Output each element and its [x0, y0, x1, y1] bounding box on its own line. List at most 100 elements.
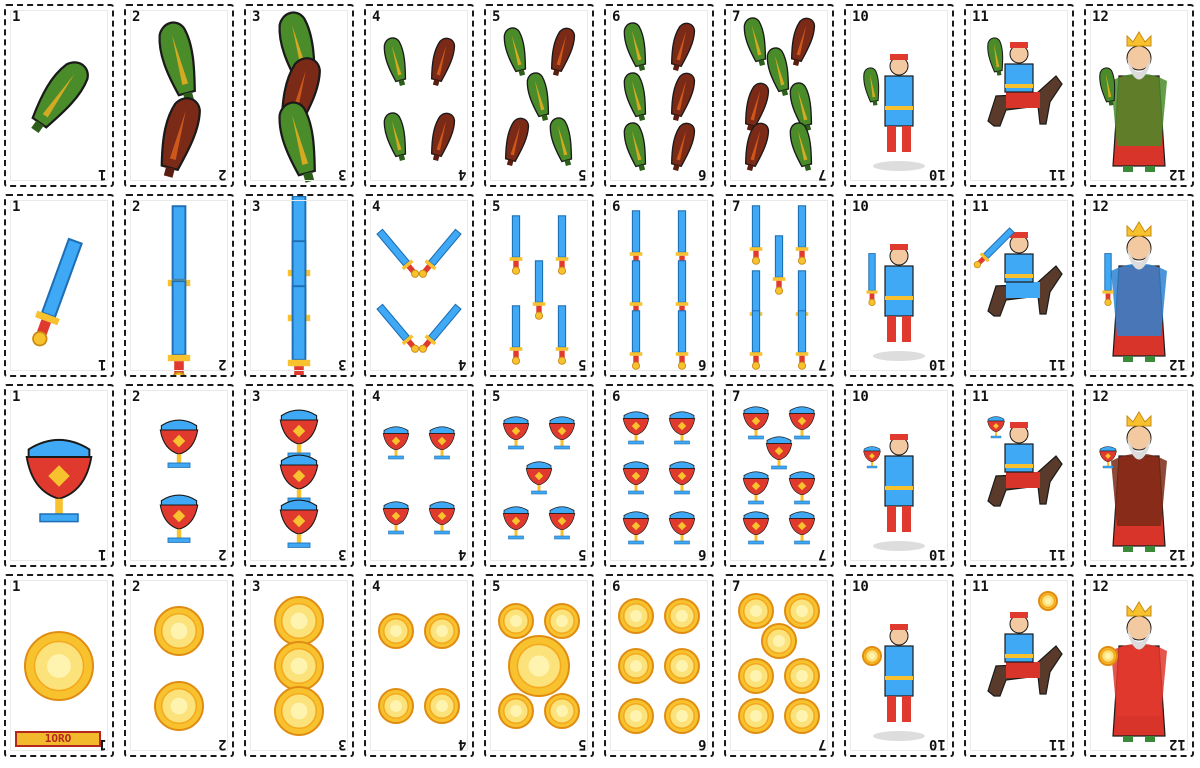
card-rank-bottom: 4	[457, 546, 466, 562]
club-symbol	[504, 117, 530, 167]
jack-figure	[873, 244, 925, 361]
card-bastos-12[interactable]: 12 12	[1084, 4, 1194, 187]
cup-symbol	[159, 494, 199, 543]
card-art	[378, 613, 460, 724]
sword-symbol	[866, 253, 878, 307]
card-espadas-12[interactable]: 12 12	[1084, 194, 1194, 377]
card-art	[987, 37, 1063, 127]
card-espadas-11[interactable]: 11 11	[964, 194, 1074, 377]
card-copas-11[interactable]: 11 11	[964, 384, 1074, 567]
card-espadas-10[interactable]: 10 10	[844, 194, 954, 377]
club-symbol	[789, 122, 813, 172]
card-rank-bottom: 2	[217, 546, 226, 562]
card-rank-bottom: 6	[697, 356, 706, 372]
club-symbol	[31, 61, 89, 133]
card-copas-12[interactable]: 12 12	[1084, 384, 1194, 567]
card-art	[743, 17, 816, 172]
club-symbol	[670, 22, 696, 72]
card-rank-bottom: 2	[217, 736, 226, 752]
cup-symbol	[279, 499, 319, 548]
coin-symbol	[664, 698, 700, 734]
card-art	[863, 54, 925, 171]
card-rank-top: 11	[972, 389, 989, 405]
card-oros-1[interactable]: 1 1 1ORO	[4, 574, 114, 757]
card-art	[749, 205, 809, 370]
ace-of-coins-label: 1ORO	[15, 731, 101, 747]
card-art	[159, 419, 199, 543]
cup-symbol	[788, 511, 816, 545]
cup-symbol	[502, 416, 530, 450]
card-oros-11[interactable]: 11 11	[964, 574, 1074, 757]
card-rank-top: 5	[492, 389, 501, 405]
coin-symbol	[274, 686, 324, 736]
sword-symbol	[376, 228, 420, 278]
card-rank-top: 1	[12, 9, 21, 25]
card-oros-10[interactable]: 10 10	[844, 574, 954, 757]
card-rank-bottom: 5	[577, 736, 586, 752]
card-rank-top: 4	[372, 389, 381, 405]
card-rank-top: 2	[132, 9, 141, 25]
card-rank-top: 6	[612, 9, 621, 25]
card-art	[274, 596, 324, 736]
club-symbol	[743, 17, 767, 67]
cup-symbol	[428, 501, 456, 535]
cup-symbol	[279, 454, 319, 503]
card-rank-bottom: 11	[1049, 166, 1066, 182]
cup-symbol	[1099, 446, 1117, 469]
card-oros-12[interactable]: 12 12	[1084, 574, 1194, 757]
card-rank-top: 10	[852, 389, 869, 405]
cup-symbol	[502, 506, 530, 540]
card-art	[278, 11, 321, 183]
cup-symbol	[765, 436, 793, 470]
club-symbol	[987, 37, 1004, 76]
card-rank-bottom: 1	[97, 166, 106, 182]
card-rank-top: 12	[1092, 389, 1109, 405]
cup-symbol	[668, 411, 696, 445]
sword-symbol	[376, 303, 420, 353]
card-rank-bottom: 6	[697, 736, 706, 752]
card-copas-10[interactable]: 10 10	[844, 384, 954, 567]
cup-symbol	[25, 439, 93, 523]
card-rank-bottom: 10	[929, 736, 946, 752]
club-symbol	[670, 122, 696, 172]
card-rank-top: 7	[732, 199, 741, 215]
card-art	[503, 27, 576, 167]
card-bastos-10[interactable]: 10 10	[844, 4, 954, 187]
coin-symbol	[424, 688, 460, 724]
coin-symbol	[1098, 646, 1118, 666]
coin-symbol	[498, 603, 534, 639]
card-art	[1099, 411, 1167, 552]
card-art	[623, 22, 696, 172]
cup-symbol	[548, 506, 576, 540]
card-bastos-11[interactable]: 11 11	[964, 4, 1074, 187]
card-art	[863, 434, 925, 551]
card-rank-top: 5	[492, 9, 501, 25]
